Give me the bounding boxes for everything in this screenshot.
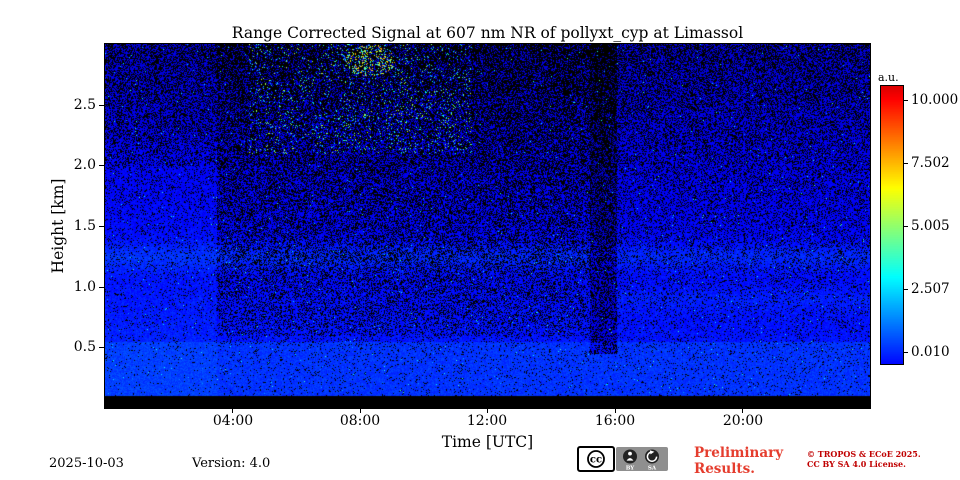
license-line-1: © TROPOS & ECoE 2025. [807, 449, 921, 459]
colorbar-tick-label: 10.000 [911, 92, 959, 108]
preliminary-line-2: Results. [694, 461, 755, 477]
y-tick-mark [99, 226, 104, 227]
y-tick-label: 2.0 [73, 157, 96, 173]
colorbar [880, 85, 904, 365]
x-tick-label: 16:00 [594, 413, 636, 429]
chart-title: Range Corrected Signal at 607 nm NR of p… [231, 24, 744, 42]
x-tick-mark [487, 408, 488, 413]
date-label: 2025-10-03 [49, 456, 124, 471]
preliminary-line-1: Preliminary [694, 445, 784, 461]
x-tick-label: 08:00 [339, 413, 381, 429]
colorbar-tick-mark [904, 163, 908, 164]
x-axis-label: Time [UTC] [441, 433, 534, 451]
y-tick-label: 0.5 [73, 339, 96, 355]
y-tick-mark [99, 165, 104, 166]
x-tick-mark [615, 408, 616, 413]
colorbar-unit-label: a.u. [878, 71, 899, 84]
colorbar-tick-label: 7.502 [911, 155, 950, 171]
cc-license-badge: cc BY SA [577, 446, 669, 476]
colorbar-tick-label: 2.507 [911, 281, 950, 297]
colorbar-tick-label: 0.010 [911, 344, 950, 360]
y-tick-label: 2.5 [73, 97, 96, 113]
x-tick-mark [742, 408, 743, 413]
colorbar-tick-mark [904, 100, 908, 101]
colorbar-tick-mark [904, 352, 908, 353]
license-line-2: CC BY SA 4.0 License. [807, 458, 906, 469]
sa-icon: SA [648, 466, 657, 472]
x-tick-mark [232, 408, 233, 413]
x-tick-label: 04:00 [212, 413, 254, 429]
preliminary-results-label: Preliminary Results. [694, 445, 783, 477]
colorbar-gradient [881, 86, 903, 364]
colorbar-tick-mark [904, 226, 908, 227]
x-tick-mark [360, 408, 361, 413]
by-icon: BY [626, 466, 635, 472]
license-label: © TROPOS & ECoE 2025. CC BY SA 4.0 Licen… [807, 449, 921, 469]
y-tick-mark [99, 287, 104, 288]
x-tick-label: 12:00 [466, 413, 508, 429]
y-tick-label: 1.5 [73, 218, 96, 234]
heatmap-canvas [105, 44, 870, 408]
y-tick-mark [99, 347, 104, 348]
version-label: Version: 4.0 [192, 456, 271, 471]
y-tick-label: 1.0 [73, 279, 96, 295]
cc-by-sa-icon: cc BY SA [577, 446, 668, 472]
colorbar-tick-label: 5.005 [911, 218, 950, 234]
x-tick-label: 20:00 [722, 413, 764, 429]
cc-icon: cc [590, 455, 602, 466]
y-tick-mark [99, 105, 104, 106]
colorbar-tick-mark [904, 289, 908, 290]
